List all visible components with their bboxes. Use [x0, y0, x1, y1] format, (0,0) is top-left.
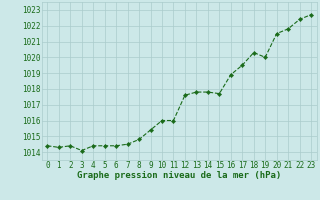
X-axis label: Graphe pression niveau de la mer (hPa): Graphe pression niveau de la mer (hPa): [77, 171, 281, 180]
